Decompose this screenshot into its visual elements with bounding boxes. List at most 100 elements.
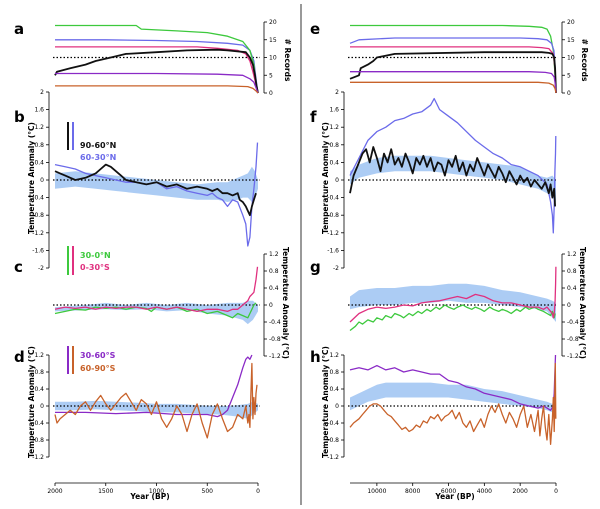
panel-label-a: a	[14, 20, 24, 38]
y-tick-label-f: 1.6	[329, 107, 339, 114]
panel-label-c: c	[14, 258, 23, 276]
y-tick-label-f: -1.2	[327, 230, 339, 237]
legend-d-label-1: 30-60°S	[80, 351, 116, 360]
y-tick-label-h: 0.4	[329, 386, 339, 393]
y-tick-label-c: 0	[269, 302, 273, 309]
series-a-green	[55, 24, 259, 94]
series-h-orange	[349, 362, 557, 445]
x-tick-label-d: 0	[256, 488, 260, 495]
anomaly-axis-title-c: Temperature Anomaly (°C)	[281, 247, 290, 359]
y-tick-label-g: -0.8	[567, 336, 579, 343]
y-tick-label-b: -1.2	[32, 230, 44, 237]
y-tick-label-g: 1.2	[567, 251, 577, 258]
series-g-green	[349, 304, 556, 332]
y-tick-label-g: -0.4	[567, 319, 579, 326]
uncertainty-bands	[55, 155, 556, 419]
x-tick-label-h: 4000	[477, 488, 492, 495]
series-h-purple	[349, 354, 557, 411]
axes: 0510152021.61.20.80.40-0.4-0.8-1.2-1.6-2…	[32, 19, 579, 495]
y-tick-label-g: 0.4	[567, 285, 577, 292]
y-tick-label-c: 1.2	[269, 251, 279, 258]
y-tick-label-h: 0	[335, 403, 339, 410]
y-tick-label-f: 0.4	[329, 159, 339, 166]
panel-label-f: f	[310, 108, 317, 126]
series-a-orange	[55, 85, 259, 94]
series-e-black	[349, 51, 557, 94]
x-tick-label-h: 10000	[367, 488, 386, 495]
y-tick-label-h: 0.8	[329, 369, 339, 376]
y-tick-label-e: 15	[567, 37, 575, 44]
anomaly-axis-title-g: Temperature Anomaly (°C)	[578, 247, 587, 359]
panel-label-g: g	[310, 258, 321, 276]
y-tick-label-h: -0.4	[327, 420, 339, 427]
y-tick-label-f: -2	[333, 265, 339, 272]
y-tick-label-b: 1.2	[34, 124, 44, 131]
y-tick-label-h: -0.8	[327, 437, 339, 444]
y-tick-label-a: 5	[269, 72, 273, 79]
anomaly-axis-title-b: Temperature Anomaly (°C)	[27, 122, 36, 234]
x-tick-label-d: 2000	[47, 488, 62, 495]
y-tick-label-b: 1.6	[34, 107, 44, 114]
y-tick-label-d: 1.2	[34, 352, 44, 359]
y-tick-label-g: -1.2	[567, 353, 579, 360]
x-tick-label-d: 1000	[149, 488, 164, 495]
series-e-purple	[350, 71, 557, 94]
y-tick-label-d: 0	[40, 403, 44, 410]
y-tick-label-b: 0	[40, 177, 44, 184]
y-tick-label-e: 10	[567, 55, 575, 62]
series-b-black	[54, 163, 257, 217]
y-tick-label-f: 0.8	[329, 142, 339, 149]
y-tick-label-f: 1.2	[329, 124, 339, 131]
y-tick-label-d: 0.8	[34, 369, 44, 376]
year-axis-title-right: Year (BP)	[434, 492, 474, 501]
records-axis-title-left: # Records	[283, 39, 292, 82]
band-h	[350, 382, 556, 413]
legend-b-label-1: 90-60°N	[80, 141, 116, 150]
y-tick-label-b: -2	[38, 265, 44, 272]
series-e-orange	[350, 81, 557, 94]
legend-d-label-2: 60-90°S	[80, 364, 116, 373]
x-tick-label-h: 0	[554, 488, 558, 495]
y-tick-label-b: -1.6	[32, 247, 44, 254]
y-tick-label-b: -0.4	[32, 195, 44, 202]
series-b-blue	[54, 142, 259, 247]
y-tick-label-b: -0.8	[32, 212, 44, 219]
y-tick-label-d: 0.4	[34, 386, 44, 393]
year-axis-title-left: Year (BP)	[129, 492, 169, 501]
series-a-blue	[55, 39, 259, 94]
series-e-magenta	[350, 46, 557, 94]
y-tick-label-a: 10	[269, 55, 277, 62]
anomaly-axis-title-h: Temperature Anomaly (°C)	[321, 346, 330, 458]
y-tick-label-c: -0.8	[269, 336, 281, 343]
y-tick-label-g: 0.8	[567, 268, 577, 275]
x-tick-label-d: 500	[202, 488, 214, 495]
panel-label-e: e	[310, 20, 320, 38]
legend-c: 30-0°N 0-30°S	[67, 246, 111, 275]
series-a-black	[54, 48, 259, 94]
x-tick-label-h: 6000	[441, 488, 456, 495]
panel-label-h: h	[310, 348, 321, 366]
reference-lines	[53, 56, 558, 407]
y-tick-label-d: -1.2	[32, 454, 44, 461]
anomaly-axis-title-d: Temperature Anomaly (°C)	[27, 346, 36, 458]
series-d-orange	[54, 362, 258, 439]
y-tick-label-e: 20	[567, 19, 575, 26]
y-tick-label-d: -0.4	[32, 420, 44, 427]
y-tick-label-f: -1.6	[327, 247, 339, 254]
records-axis-title-right: # Records	[580, 39, 589, 82]
y-tick-label-b: 0.4	[34, 159, 44, 166]
series-d-purple	[55, 354, 253, 418]
legend-c-label-2: 0-30°S	[80, 263, 110, 272]
x-tick-label-d: 1500	[98, 488, 113, 495]
band-g	[350, 283, 556, 322]
y-tick-label-c: 0.4	[269, 285, 279, 292]
y-tick-label-e: 0	[567, 90, 571, 97]
series-f-blue	[349, 97, 557, 234]
series-lines	[54, 24, 557, 445]
panel-label-b: b	[14, 108, 25, 126]
series-g-magenta	[349, 266, 557, 323]
x-tick-label-h: 2000	[513, 488, 528, 495]
legend-b-label-2: 60-30°N	[80, 153, 116, 162]
y-tick-label-c: 0.8	[269, 268, 279, 275]
